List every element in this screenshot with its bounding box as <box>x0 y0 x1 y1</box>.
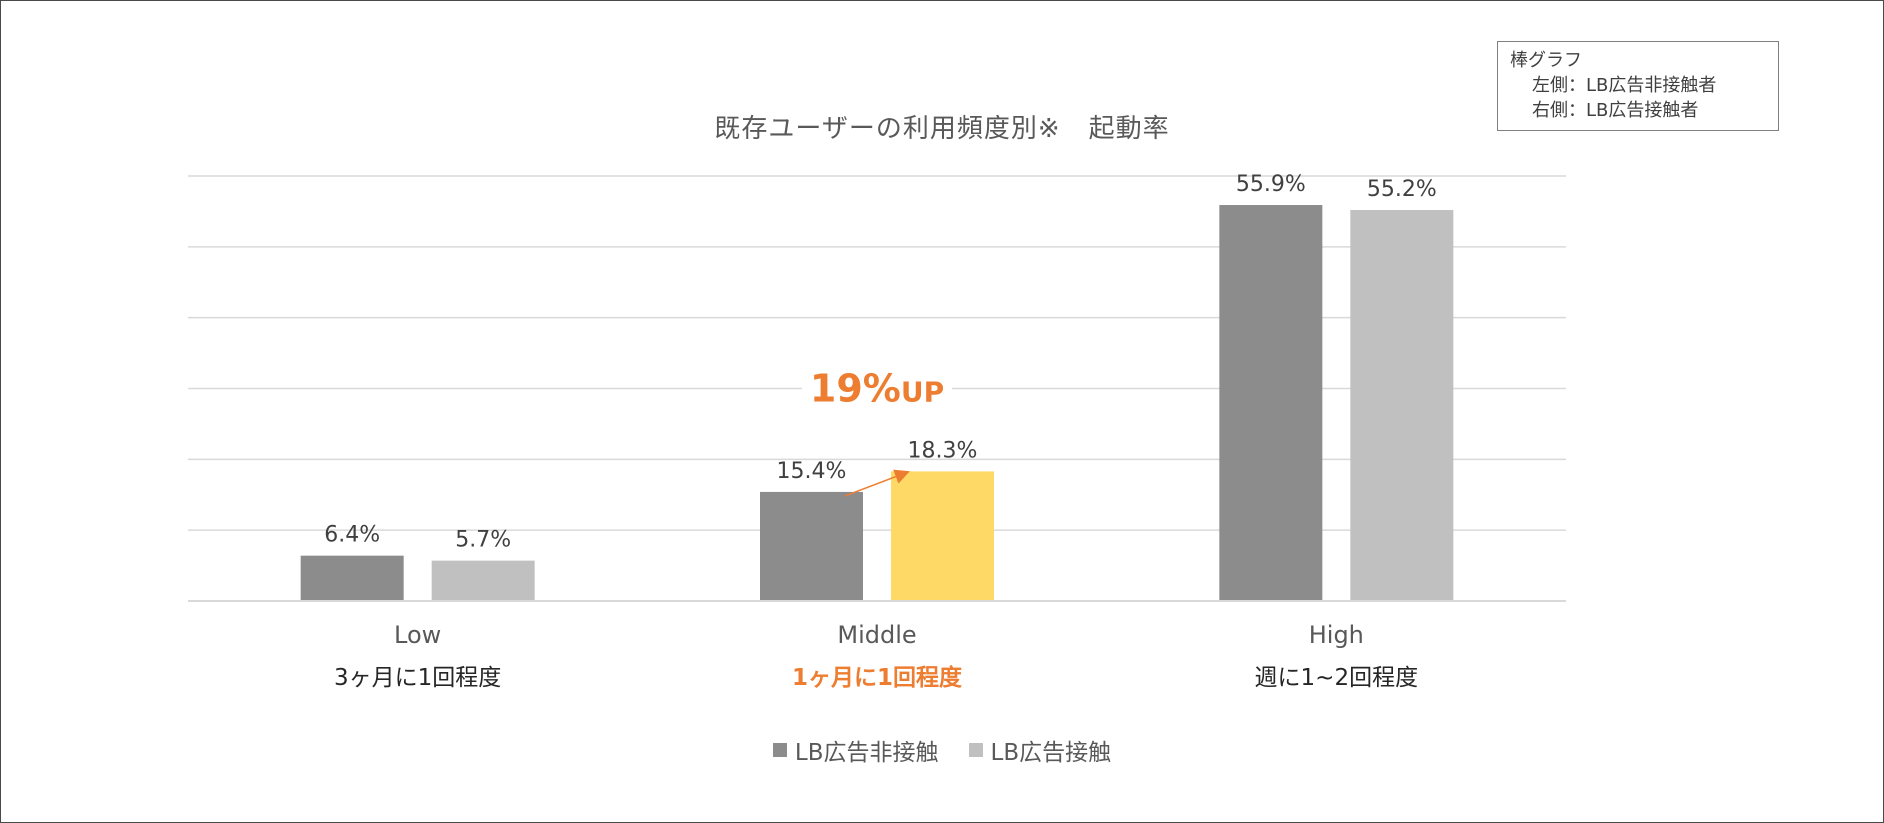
chart-title-main: 既存ユーザーの利用頻度別※ <box>714 114 1061 144</box>
legend-label-series-2: LB広告接触 <box>990 740 1112 766</box>
chart-title: 既存ユーザーの利用頻度別※ 起動率 <box>0 108 1884 145</box>
data-label: 6.4% <box>324 523 380 548</box>
data-label: 18.3% <box>908 438 978 463</box>
bar-low-series-1 <box>300 555 404 601</box>
bar-low-series-2 <box>431 560 535 601</box>
data-label: 15.4% <box>777 459 847 484</box>
category-label: Low <box>394 621 441 649</box>
legend-swatch-series-2 <box>968 743 983 757</box>
note-box: 棒グラフ 左側：LB広告非接触者 右側：LB広告接触者 <box>1497 41 1779 131</box>
data-label: 5.7% <box>455 528 511 553</box>
legend-item-series-2: LB広告接触 <box>968 733 1112 767</box>
data-label: 55.2% <box>1367 177 1437 202</box>
legend-label-series-1: LB広告非接触 <box>794 740 939 766</box>
bar-high-series-1 <box>1219 205 1323 601</box>
legend: LB広告非接触 LB広告接触 <box>0 733 1884 767</box>
note-line-2: 左側：LB広告非接触者 <box>1532 75 1717 96</box>
bar-middle-series-1 <box>760 491 863 601</box>
legend-item-series-1: LB広告非接触 <box>772 733 939 767</box>
legend-swatch-series-1 <box>772 743 787 757</box>
note-line-1: 棒グラフ <box>1510 50 1582 71</box>
increase-annotation: 19%UP <box>810 367 944 411</box>
bar-high-series-2 <box>1350 210 1454 601</box>
data-label: 55.9% <box>1236 172 1306 197</box>
category-label: Middle <box>837 621 916 649</box>
increase-arrow <box>844 469 910 497</box>
bar-middle-series-2 <box>891 471 994 601</box>
category-sub-label: 1ヶ月に1回程度 <box>792 664 963 691</box>
category-sub-label: 週に1~2回程度 <box>1255 665 1419 691</box>
annotation-background <box>802 360 952 417</box>
category-label: High <box>1309 621 1364 649</box>
note-line-3: 右側：LB広告接触者 <box>1532 100 1699 121</box>
category-sub-label: 3ヶ月に1回程度 <box>334 665 501 691</box>
chart-title-suffix: 起動率 <box>1088 114 1170 144</box>
